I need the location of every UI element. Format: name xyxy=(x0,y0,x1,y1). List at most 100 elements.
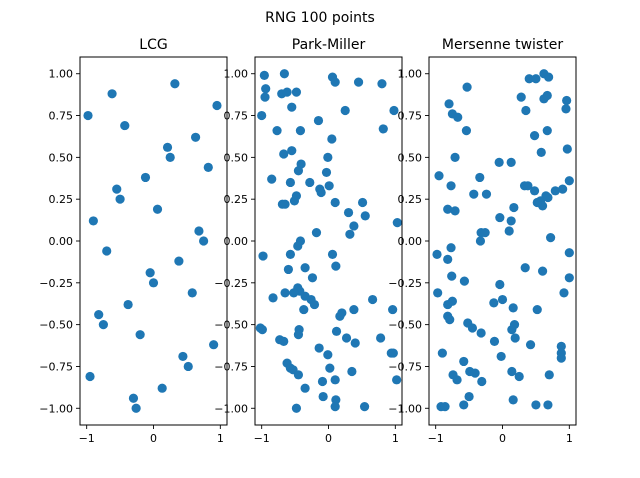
subplot-title-park-miller: Park-Miller xyxy=(292,37,366,53)
data-point xyxy=(285,249,296,259)
data-point xyxy=(293,241,303,251)
data-point xyxy=(359,402,370,412)
data-point xyxy=(257,325,267,335)
data-point xyxy=(509,320,520,330)
x-tick-label: 1 xyxy=(217,432,224,445)
data-point xyxy=(258,251,268,261)
data-point xyxy=(343,207,354,218)
data-point xyxy=(556,353,566,363)
data-point xyxy=(331,395,341,405)
data-point xyxy=(475,172,485,183)
data-point xyxy=(257,110,267,121)
data-point xyxy=(199,236,209,246)
data-point xyxy=(162,142,173,152)
data-point xyxy=(300,263,310,273)
y-tick-label: 0.50 xyxy=(49,151,74,164)
data-point xyxy=(305,177,315,188)
data-point xyxy=(529,131,540,141)
data-point xyxy=(564,248,574,258)
data-point xyxy=(85,371,95,382)
data-point xyxy=(349,304,359,315)
y-tick-label: −0.50 xyxy=(39,319,73,332)
data-point xyxy=(94,310,104,320)
data-point xyxy=(330,197,340,208)
x-tick-label: 0 xyxy=(150,432,157,445)
y-tick-label: 1.00 xyxy=(398,68,423,81)
data-point xyxy=(544,72,554,82)
data-point xyxy=(194,226,204,236)
data-point xyxy=(307,273,318,283)
subplot-park-miller: Park-Miller −1 0 1 −1.00 −0.75 −0.50 −0.25 0.00 0… xyxy=(214,37,403,445)
data-point xyxy=(120,120,130,131)
data-point xyxy=(562,144,572,154)
x-tick-label: −1 xyxy=(428,432,444,445)
data-point xyxy=(287,102,297,112)
y-tick-label: 0.75 xyxy=(224,110,249,123)
data-point xyxy=(112,184,122,194)
data-point xyxy=(131,403,141,413)
data-point xyxy=(360,211,370,221)
data-point xyxy=(447,271,457,281)
y-tick-label: −0.75 xyxy=(39,360,73,373)
data-point xyxy=(443,204,453,214)
points-park-miller xyxy=(255,69,402,413)
data-point xyxy=(170,79,180,89)
data-point xyxy=(183,361,193,372)
data-point xyxy=(209,340,219,350)
data-point xyxy=(495,212,505,223)
data-point xyxy=(316,187,326,198)
data-point xyxy=(461,126,472,136)
data-point xyxy=(523,181,533,191)
data-point xyxy=(524,74,534,84)
data-point xyxy=(494,157,504,167)
data-point xyxy=(495,279,505,290)
data-point xyxy=(335,311,345,321)
data-point xyxy=(464,391,474,402)
data-point xyxy=(349,221,359,231)
data-point xyxy=(107,89,117,99)
data-point xyxy=(357,197,368,208)
data-point xyxy=(561,104,571,114)
data-point xyxy=(321,167,332,178)
data-point xyxy=(531,74,541,84)
data-point xyxy=(558,184,568,194)
data-point xyxy=(212,100,222,111)
data-point xyxy=(525,340,536,350)
data-point xyxy=(462,82,472,92)
data-point xyxy=(536,147,546,157)
data-point xyxy=(272,126,282,136)
data-point xyxy=(443,254,453,264)
data-point xyxy=(260,92,270,102)
y-tick-label: −1.00 xyxy=(214,402,248,415)
data-point xyxy=(444,99,454,109)
data-point xyxy=(531,400,541,410)
y-tick-label: 0.50 xyxy=(398,151,423,164)
data-point xyxy=(291,87,302,97)
data-point xyxy=(467,323,478,333)
data-point xyxy=(450,152,460,162)
data-point xyxy=(388,348,398,358)
data-point xyxy=(327,134,337,144)
data-point xyxy=(165,152,175,162)
data-point xyxy=(88,216,98,226)
data-point xyxy=(140,172,151,183)
data-point xyxy=(432,249,442,259)
data-point xyxy=(506,157,516,167)
data-point xyxy=(459,400,469,410)
data-point xyxy=(550,186,560,196)
data-point xyxy=(280,199,290,209)
y-tick-label: −0.50 xyxy=(388,319,422,332)
data-point xyxy=(324,181,334,191)
data-point xyxy=(476,328,486,338)
y-tick-label: 0.25 xyxy=(224,193,249,206)
data-point xyxy=(330,402,340,412)
data-point xyxy=(508,395,518,405)
data-point xyxy=(259,70,269,80)
data-point xyxy=(331,326,342,336)
data-point xyxy=(459,276,470,286)
data-point xyxy=(128,393,139,403)
data-point xyxy=(445,315,455,325)
data-point xyxy=(543,400,553,410)
figure-title: RNG 100 points xyxy=(265,10,375,26)
